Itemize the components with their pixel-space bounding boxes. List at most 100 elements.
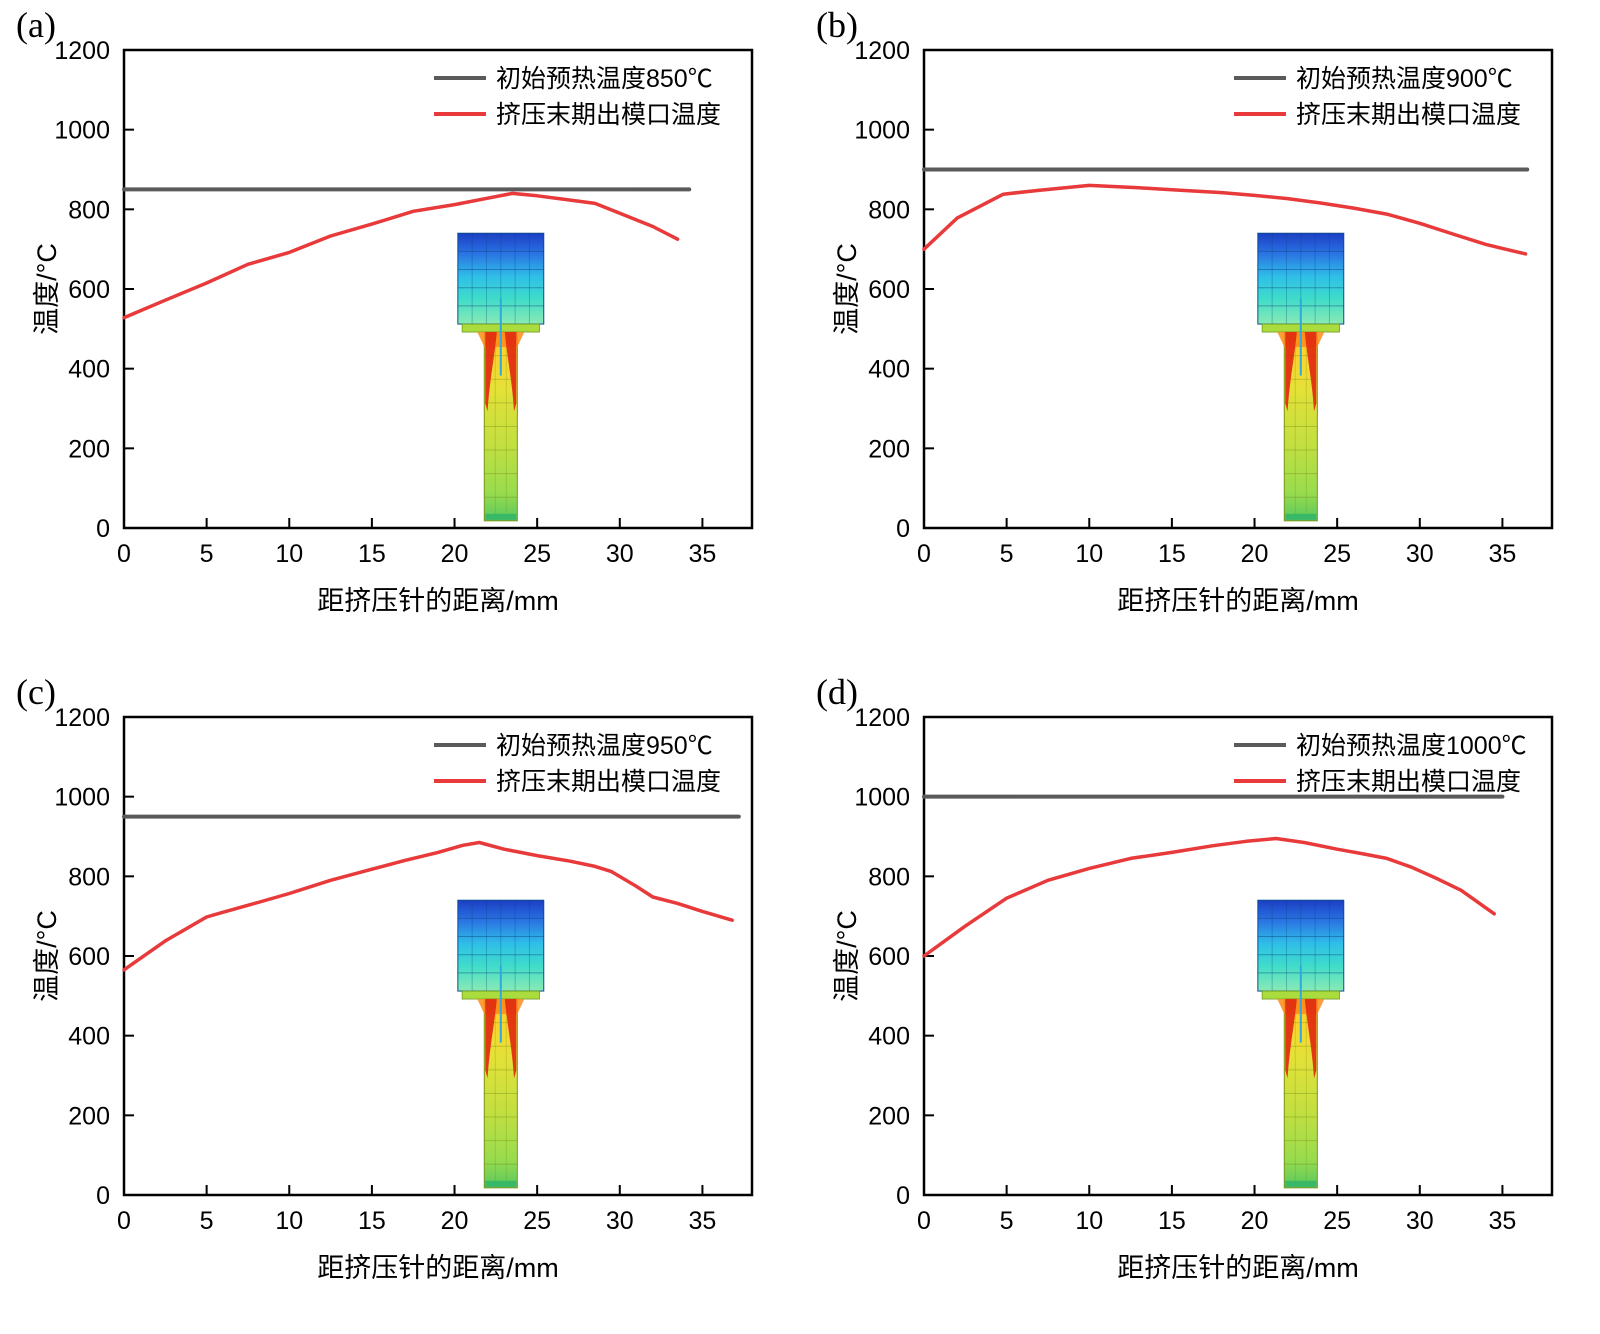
y-axis-label: 温度/°C <box>832 910 862 1002</box>
y-tick-label: 400 <box>68 1023 110 1051</box>
legend: 初始预热温度950℃ 挤压末期出模口温度 <box>434 732 721 796</box>
y-axis: 0 200 400 600 800 1000 1200 <box>54 704 134 1210</box>
y-tick-label: 1000 <box>54 784 110 812</box>
legend-label: 初始预热温度900℃ <box>1296 65 1513 93</box>
inset-flame-right <box>504 999 517 1079</box>
y-tick-label: 1200 <box>854 37 910 65</box>
panel-label-b: (b) <box>816 5 858 45</box>
x-tick-label: 0 <box>117 540 131 568</box>
x-tick-label: 10 <box>275 1207 303 1235</box>
y-axis: 0 200 400 600 800 1000 1200 <box>854 37 934 543</box>
inset-flame-left <box>1285 999 1297 1079</box>
y-axis-label: 温度/°C <box>832 243 862 335</box>
y-axis: 0 200 400 600 800 1000 1200 <box>854 704 934 1210</box>
inset-tip <box>485 1180 517 1187</box>
y-tick-label: 0 <box>896 1182 910 1210</box>
x-tick-label: 5 <box>1000 1207 1014 1235</box>
chart-c: 0 5 10 15 20 25 30 35 0 200 400 600 800 1000 1200 距挤压针的… <box>32 704 754 1283</box>
inset-flame-right <box>1304 332 1317 412</box>
y-tick-label: 0 <box>96 1182 110 1210</box>
exit-temperature-curve <box>122 840 734 972</box>
inset-simulation <box>1257 899 1345 1189</box>
y-tick-label: 600 <box>68 943 110 971</box>
inset-tip <box>1285 513 1317 520</box>
panel-a: (a) 0 5 10 15 20 25 30 35 0 200 400 600 800 1000 1200 距… <box>0 0 800 667</box>
panel-label-c: (c) <box>16 672 56 712</box>
x-tick-label: 10 <box>275 540 303 568</box>
x-tick-label: 30 <box>606 540 634 568</box>
x-tick-label: 15 <box>358 540 386 568</box>
x-axis-label: 距挤压针的距离/mm <box>1117 586 1358 616</box>
x-tick-label: 25 <box>1323 540 1351 568</box>
y-tick-label: 1000 <box>854 784 910 812</box>
inset-flame-right <box>504 332 517 412</box>
x-tick-label: 10 <box>1075 1207 1103 1235</box>
y-tick-label: 400 <box>68 356 110 384</box>
panel-d: (d) 0 5 10 15 20 25 30 35 0 200 400 600 800 1000 1200 距… <box>800 667 1600 1334</box>
y-tick-label: 800 <box>868 196 910 224</box>
y-tick-label: 600 <box>868 943 910 971</box>
y-tick-label: 200 <box>68 435 110 463</box>
panel-label-a: (a) <box>16 5 56 45</box>
legend-label: 初始预热温度950℃ <box>496 732 713 760</box>
inset-simulation <box>457 232 545 522</box>
chart-b: 0 5 10 15 20 25 30 35 0 200 400 600 800 1000 1200 距挤压针的… <box>832 37 1554 616</box>
legend-label: 初始预热温度1000℃ <box>1296 732 1527 760</box>
inset-tip <box>485 513 517 520</box>
x-tick-label: 35 <box>1489 1207 1517 1235</box>
x-tick-label: 35 <box>1489 540 1517 568</box>
x-tick-label: 30 <box>1406 540 1434 568</box>
x-axis-label: 距挤压针的距离/mm <box>317 1253 558 1283</box>
y-tick-label: 600 <box>68 276 110 304</box>
legend-label: 挤压末期出模口温度 <box>1296 768 1521 796</box>
x-tick-label: 20 <box>441 540 469 568</box>
x-tick-label: 20 <box>1241 1207 1269 1235</box>
y-tick-label: 800 <box>68 196 110 224</box>
legend: 初始预热温度850℃ 挤压末期出模口温度 <box>434 65 721 129</box>
inset-flame-left <box>485 999 497 1079</box>
x-tick-label: 15 <box>1158 1207 1186 1235</box>
x-axis-label: 距挤压针的距离/mm <box>317 586 558 616</box>
x-axis-label: 距挤压针的距离/mm <box>1117 1253 1358 1283</box>
y-axis: 0 200 400 600 800 1000 1200 <box>54 37 134 543</box>
exit-temperature-curve <box>922 183 1528 256</box>
x-tick-label: 20 <box>1241 540 1269 568</box>
panel-b: (b) 0 5 10 15 20 25 30 35 0 200 400 600 800 1000 1200 距… <box>800 0 1600 667</box>
y-tick-label: 800 <box>68 863 110 891</box>
panel-c: (c) 0 5 10 15 20 25 30 35 0 200 400 600 800 1000 1200 距… <box>0 667 800 1334</box>
x-tick-label: 0 <box>917 540 931 568</box>
y-axis-label: 温度/°C <box>32 243 62 335</box>
panel-label-d: (d) <box>816 672 858 712</box>
y-tick-label: 800 <box>868 863 910 891</box>
inset-flame-left <box>485 332 497 412</box>
x-axis: 0 5 10 15 20 25 30 35 <box>117 518 716 568</box>
x-tick-label: 25 <box>523 1207 551 1235</box>
inset-simulation <box>1257 232 1345 522</box>
chart-d: 0 5 10 15 20 25 30 35 0 200 400 600 800 1000 1200 距挤压针的… <box>832 704 1554 1283</box>
x-tick-label: 0 <box>917 1207 931 1235</box>
legend-label: 挤压末期出模口温度 <box>1296 101 1521 129</box>
inset-simulation <box>457 899 545 1189</box>
y-tick-label: 200 <box>68 1102 110 1130</box>
inset-tip <box>1285 1180 1317 1187</box>
y-tick-label: 200 <box>868 1102 910 1130</box>
x-tick-label: 30 <box>606 1207 634 1235</box>
exit-temperature-curve <box>922 836 1496 958</box>
x-tick-label: 25 <box>1323 1207 1351 1235</box>
x-tick-label: 30 <box>1406 1207 1434 1235</box>
y-tick-label: 1200 <box>54 37 110 65</box>
legend-label: 初始预热温度850℃ <box>496 65 713 93</box>
y-tick-label: 1200 <box>854 704 910 732</box>
inset-flame-left <box>1285 332 1297 412</box>
y-tick-label: 0 <box>896 515 910 543</box>
x-tick-label: 5 <box>200 540 214 568</box>
y-tick-label: 200 <box>868 435 910 463</box>
x-tick-label: 25 <box>523 540 551 568</box>
x-tick-label: 5 <box>1000 540 1014 568</box>
y-tick-label: 600 <box>868 276 910 304</box>
y-tick-label: 1200 <box>54 704 110 732</box>
legend-label: 挤压末期出模口温度 <box>496 768 721 796</box>
x-tick-label: 0 <box>117 1207 131 1235</box>
y-tick-label: 0 <box>96 515 110 543</box>
